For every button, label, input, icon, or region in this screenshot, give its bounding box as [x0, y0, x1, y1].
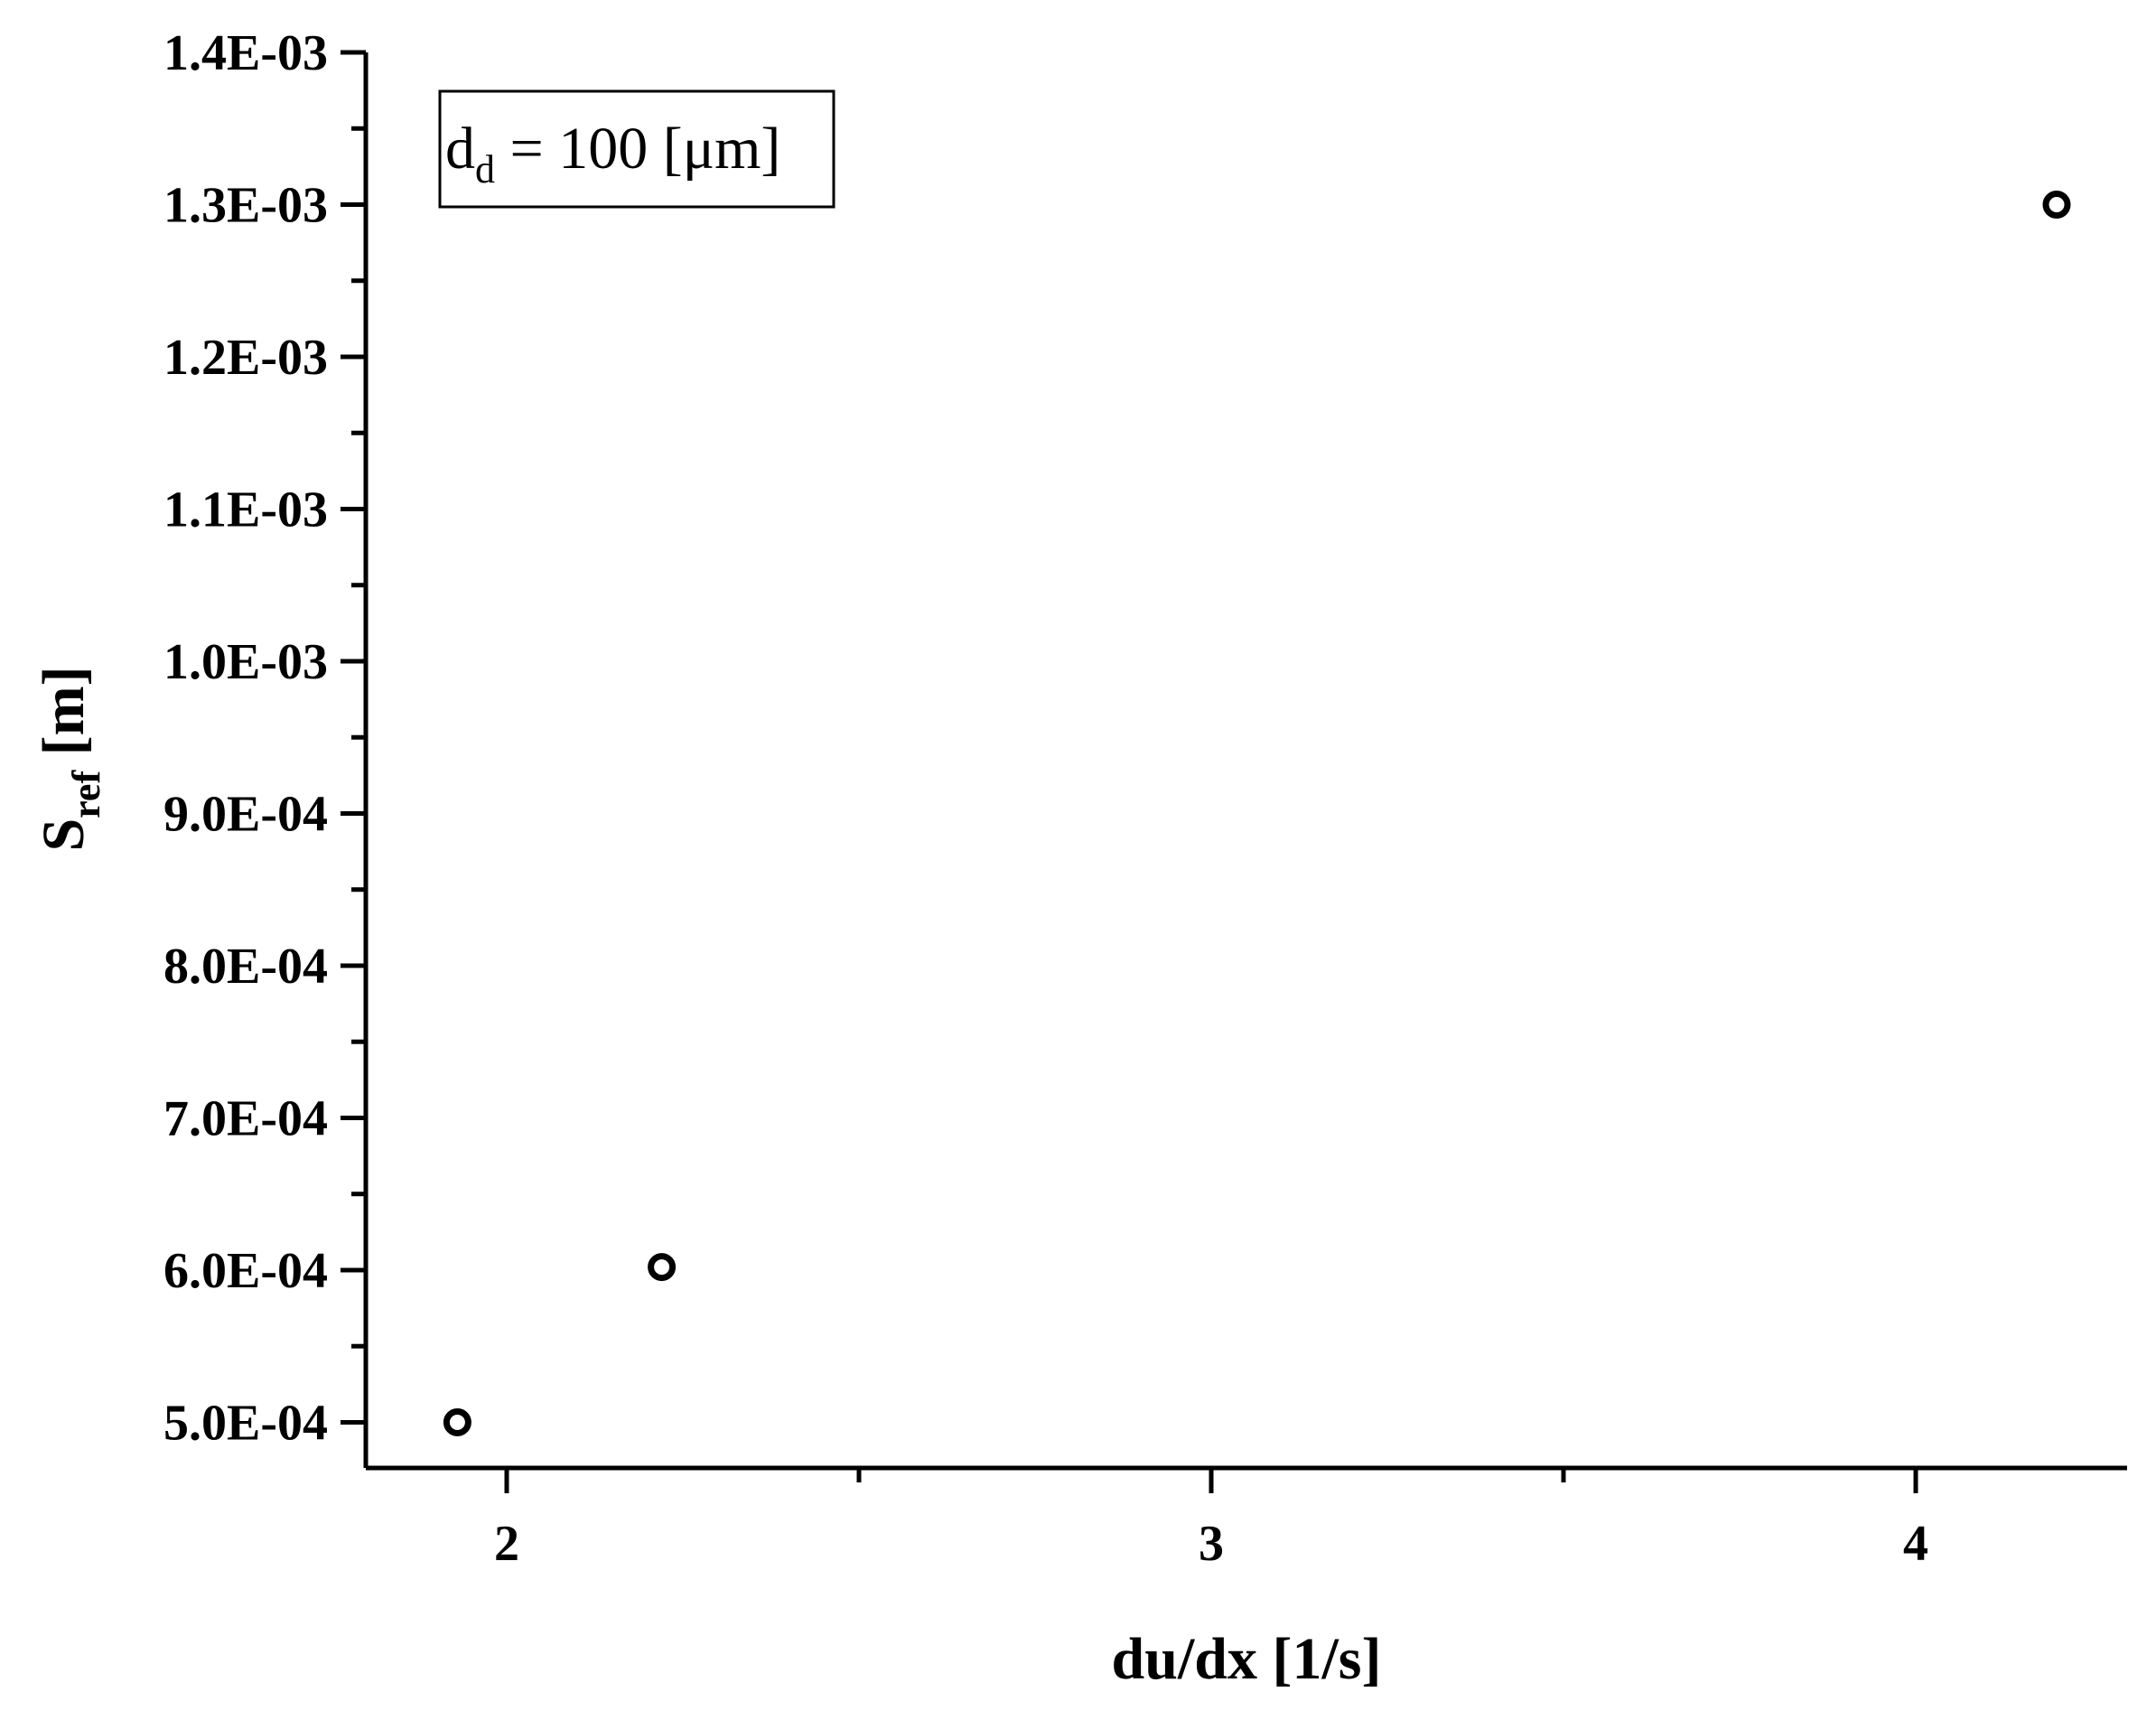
data-points — [443, 190, 2071, 1436]
y-tick-label: 1.2E-03 — [163, 330, 328, 386]
y-tick-label: 1.1E-03 — [163, 481, 328, 538]
y-tick-label: 6.0E-04 — [163, 1243, 328, 1299]
y-tick-label: 7.0E-04 — [163, 1090, 328, 1146]
tick-labels: 2 3 4 5.0E-04 6.0E-04 7.0E-04 8.0E-04 9.0E-04 1.… — [163, 25, 1928, 1572]
axes — [363, 52, 2127, 1471]
y-axis-label: Sref [m] — [31, 666, 108, 851]
data-point — [2042, 190, 2071, 219]
annotation-main: d — [445, 116, 475, 182]
y-tick-label: 5.0E-04 — [163, 1395, 328, 1451]
y-tick-label: 8.0E-04 — [163, 939, 328, 995]
annotation-subscript: d — [475, 147, 495, 192]
annotation-text: dd = 100 [μm] — [445, 116, 780, 192]
data-point — [648, 1253, 677, 1282]
y-axis-label-unit: [m] — [31, 666, 97, 770]
y-tick-label: 1.4E-03 — [163, 25, 328, 81]
y-tick-label: 9.0E-04 — [163, 786, 328, 842]
annotation-box: dd = 100 [μm] — [438, 89, 835, 209]
ticks — [341, 50, 1918, 1493]
y-axis-label-main: S — [31, 818, 97, 852]
x-tick-label: 4 — [1903, 1516, 1928, 1572]
annotation-rest: = 100 [μm] — [495, 116, 780, 182]
y-tick-label: 1.3E-03 — [163, 177, 328, 233]
y-tick-label: 1.0E-03 — [163, 634, 328, 690]
x-tick-label: 3 — [1199, 1516, 1224, 1572]
y-axis-label-subscript: ref — [64, 770, 108, 818]
x-tick-label: 2 — [494, 1516, 519, 1572]
annotation-frame — [438, 89, 835, 209]
x-axis-label: du/dx [1/s] — [1112, 1626, 1382, 1692]
data-point — [443, 1407, 471, 1436]
